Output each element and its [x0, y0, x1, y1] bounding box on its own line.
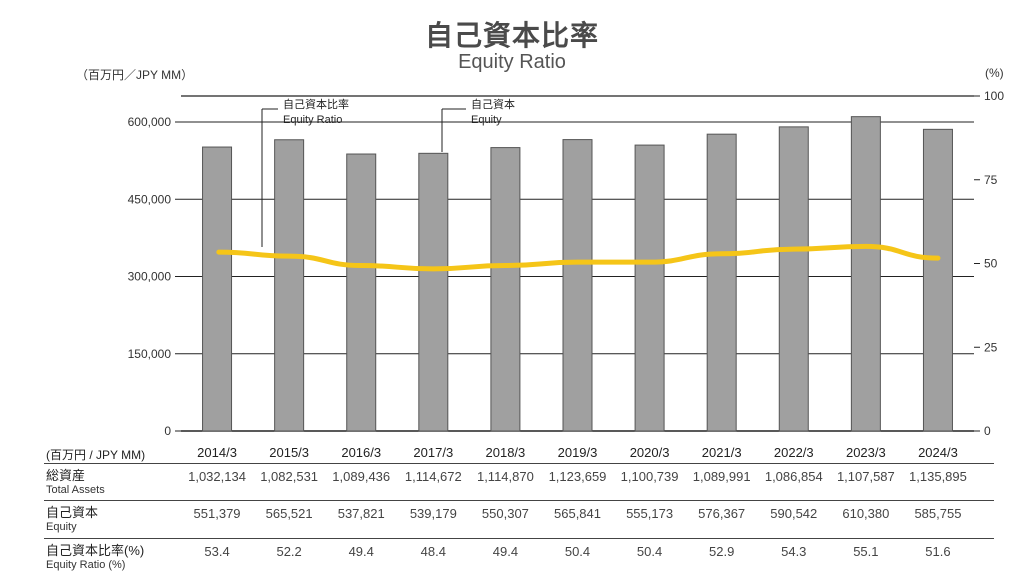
category-label: 2020/3 — [630, 445, 670, 460]
table-cell: 50.4 — [564, 544, 591, 559]
table-cell: 539,179 — [409, 506, 457, 521]
category-label: 2018/3 — [486, 445, 526, 460]
table-cell: 585,755 — [914, 506, 962, 521]
table-cell: 48.4 — [420, 544, 446, 559]
table-cell: 55.1 — [853, 544, 879, 559]
right-tick-label: 0 — [984, 424, 991, 438]
left-tick-label: 150,000 — [128, 347, 172, 361]
row-label-en: Total Assets — [46, 484, 105, 496]
equity-bar — [562, 139, 593, 432]
table-cell: 1,114,672 — [404, 469, 462, 484]
table-cell: 550,307 — [481, 506, 529, 521]
category-label: 2015/3 — [269, 445, 309, 460]
category-label: 2024/3 — [918, 445, 958, 460]
row-label-jp: 自己資本比率(%) — [46, 543, 145, 558]
equity-bar — [346, 153, 377, 432]
row-label-en: Equity Ratio (%) — [46, 559, 126, 571]
table-row-label: 自己資本比率(%) Equity Ratio (%) — [46, 543, 144, 573]
equity-bars — [202, 116, 953, 432]
callout-ratio-en: Equity Ratio — [283, 114, 342, 126]
table-divider — [44, 538, 994, 539]
table-cell: 49.4 — [348, 544, 374, 559]
table-cell: 565,841 — [554, 506, 601, 521]
table-cell: 590,542 — [770, 506, 818, 521]
callouts: 自己資本比率 Equity Ratio 自己資本 Equity — [261, 97, 515, 247]
table-cell: 1,089,991 — [692, 469, 751, 484]
table-cell: 51.6 — [925, 544, 951, 559]
table-divider — [44, 463, 994, 464]
equity-bar — [706, 133, 737, 432]
axes: 0 150,000 300,000 450,000 600,000 0 25 50 75 100 2… — [128, 89, 1005, 460]
table-divider — [44, 500, 994, 501]
right-tick-label: 75 — [984, 173, 998, 187]
table-cell: 1,082,531 — [260, 469, 319, 484]
table-cell: 1,100,739 — [620, 469, 679, 484]
left-axis-unit: （百万円／JPY MM） — [76, 68, 194, 82]
equity-bar — [202, 146, 233, 432]
row-label-jp: 総資産 — [46, 468, 86, 483]
chart-subtitle: Equity Ratio — [458, 51, 566, 73]
category-label: 2017/3 — [413, 445, 453, 460]
table-cell: 576,367 — [698, 506, 746, 521]
right-tick-label: 25 — [984, 340, 998, 354]
chart-title: 自己資本比率 — [424, 20, 599, 51]
table-cell: 49.4 — [492, 544, 519, 559]
equity-bar — [274, 139, 305, 432]
table-cell: 1,135,895 — [909, 469, 967, 484]
callout-equity-en: Equity — [471, 114, 502, 126]
table-cell: 555,173 — [626, 506, 674, 521]
left-tick-label: 450,000 — [128, 192, 172, 206]
table-cell: 1,123,659 — [548, 469, 607, 484]
equity-ratio-line — [216, 243, 941, 272]
table-cell: 1,032,134 — [188, 469, 246, 484]
table-row-label: 総資産 Total Assets — [46, 468, 105, 498]
category-label: 2014/3 — [197, 445, 237, 460]
row-label-jp: 自己資本 — [46, 505, 99, 520]
left-tick-label: 0 — [164, 424, 171, 438]
category-label: 2019/3 — [558, 445, 598, 460]
equity-bar — [418, 152, 449, 432]
table-cell: 52.2 — [276, 544, 302, 559]
table-cell: 537,821 — [337, 506, 385, 521]
right-axis-unit: (%) — [985, 66, 1004, 80]
equity-bar — [490, 147, 521, 432]
equity-bar — [850, 116, 881, 432]
right-tick-label: 50 — [984, 257, 998, 271]
table-cell: 53.4 — [204, 544, 230, 559]
table-cell: 1,086,854 — [764, 469, 823, 484]
table-cell: 1,114,870 — [476, 469, 534, 484]
row-label-en: Equity — [46, 521, 77, 533]
table-unit: (百万円 / JPY MM) — [46, 448, 146, 462]
equity-bar — [778, 126, 809, 432]
callout-ratio-jp: 自己資本比率 — [283, 97, 349, 111]
left-tick-label: 300,000 — [128, 270, 172, 284]
table-cell: 565,521 — [265, 506, 313, 521]
table-cell: 50.4 — [636, 544, 663, 559]
callout-equity-jp: 自己資本 — [471, 97, 515, 111]
table-cell: 52.9 — [709, 544, 735, 559]
category-label: 2016/3 — [341, 445, 381, 460]
table-cell: 54.3 — [781, 544, 807, 559]
table-cell: 1,089,436 — [332, 469, 391, 484]
category-label: 2021/3 — [702, 445, 742, 460]
equity-bar — [922, 128, 953, 432]
table-row-label: 自己資本 Equity — [46, 505, 98, 535]
category-label: 2023/3 — [846, 445, 886, 460]
category-label: 2022/3 — [774, 445, 814, 460]
table-cell: 1,107,587 — [836, 469, 895, 484]
table-cell: 551,379 — [193, 506, 241, 521]
equity-ratio-series-line — [216, 243, 941, 272]
left-tick-label: 600,000 — [128, 115, 172, 129]
equity-bar — [634, 144, 665, 432]
table-cell: 610,380 — [842, 506, 890, 521]
right-tick-label: 100 — [984, 89, 1004, 103]
